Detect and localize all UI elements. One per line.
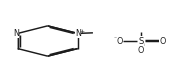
Text: ⁻: ⁻ — [114, 37, 117, 42]
Text: S: S — [139, 36, 144, 46]
Text: N: N — [75, 29, 81, 38]
Text: O: O — [138, 46, 144, 55]
Text: O: O — [117, 36, 123, 46]
Text: O: O — [160, 36, 166, 46]
Text: N: N — [13, 29, 19, 38]
Text: +: + — [79, 29, 84, 34]
